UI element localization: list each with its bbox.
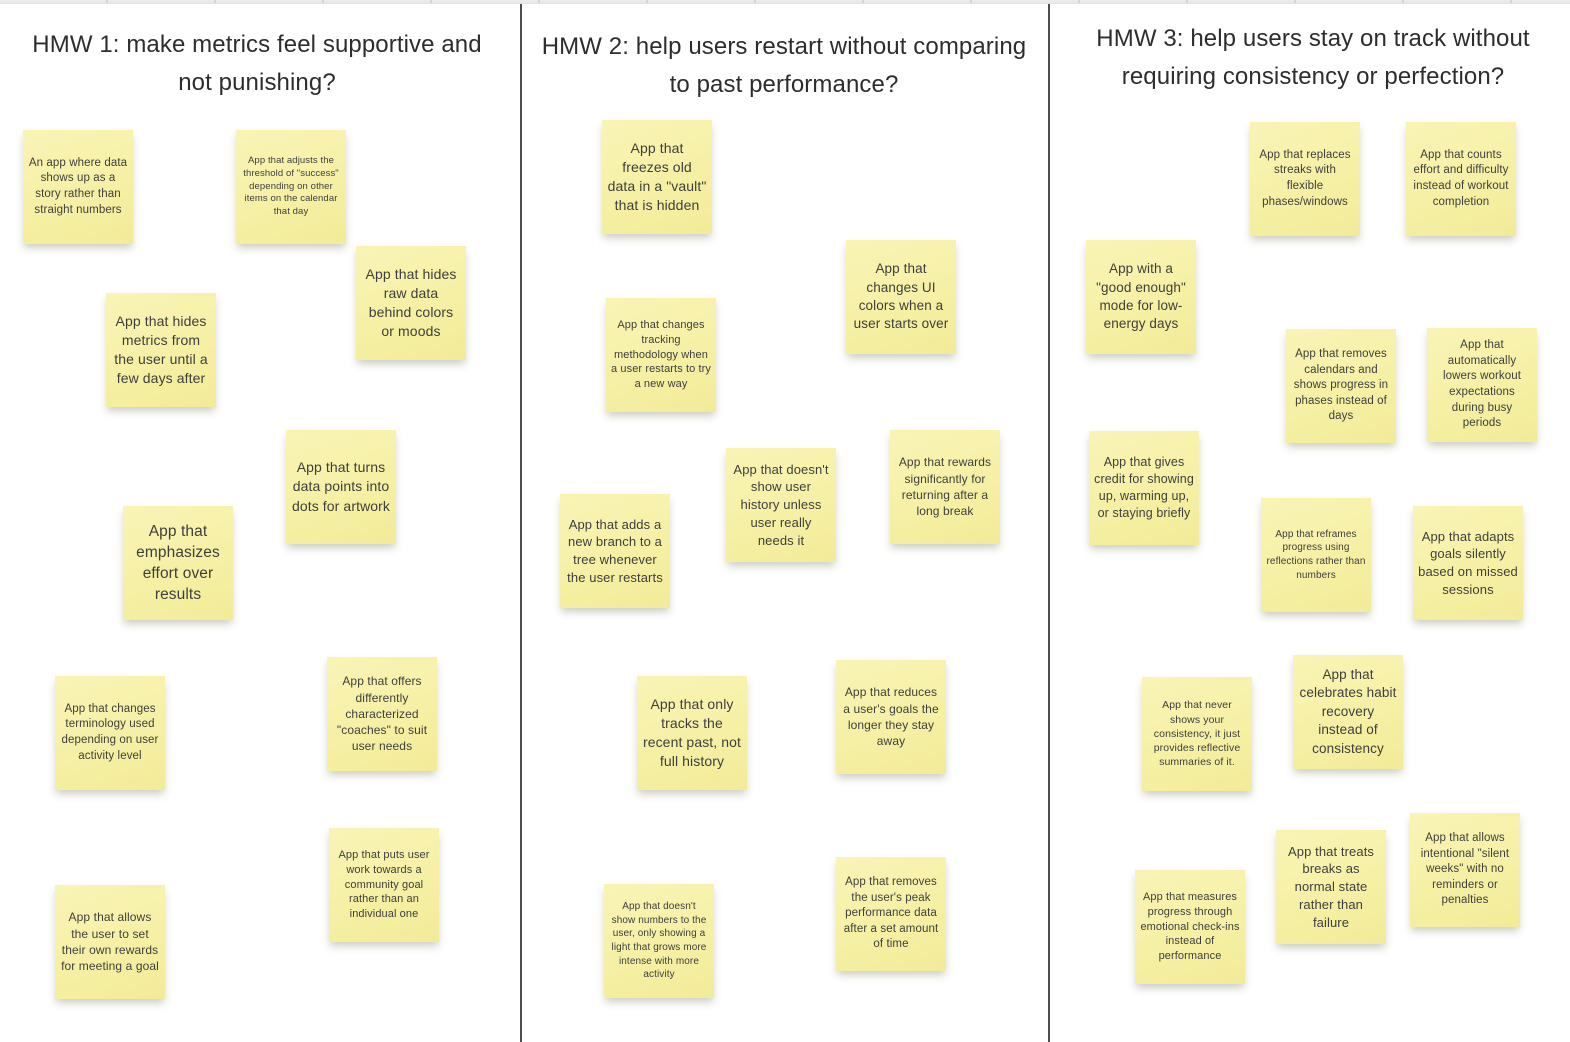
sticky-note-text: App that adds a new branch to a tree whe… bbox=[567, 516, 663, 585]
sticky-note-text: App that replaces streaks with flexible … bbox=[1259, 148, 1351, 208]
sticky-note[interactable]: App with a "good enough" mode for low-en… bbox=[1086, 240, 1196, 354]
sticky-note-text: App that adjusts the threshold of "succe… bbox=[243, 154, 339, 218]
sticky-note[interactable]: App that doesn't show user history unles… bbox=[726, 448, 836, 562]
sticky-note[interactable]: App that freezes old data in a "vault" t… bbox=[602, 120, 712, 234]
column-divider bbox=[1048, 0, 1050, 1042]
sticky-note-text: App that doesn't show numbers to the use… bbox=[611, 901, 707, 981]
hmw3-heading: HMW 3: help users stay on track without … bbox=[1096, 25, 1530, 90]
sticky-note-text: App that removes calendars and shows pro… bbox=[1293, 347, 1389, 423]
sticky-note[interactable]: App that measures progress through emoti… bbox=[1135, 870, 1245, 984]
sticky-note-text: App that freezes old data in a "vault" t… bbox=[607, 139, 707, 214]
hmw2-heading: HMW 2: help users restart without compar… bbox=[541, 33, 1027, 98]
sticky-note[interactable]: App that changes UI colors when a user s… bbox=[846, 240, 956, 354]
sticky-note-text: App that hides metrics from the user unt… bbox=[114, 312, 208, 387]
sticky-note-text: App that counts effort and difficulty in… bbox=[1413, 148, 1509, 208]
sticky-note-text: App that changes UI colors when a user s… bbox=[853, 261, 949, 332]
sticky-note[interactable]: App that changes tracking methodology wh… bbox=[606, 298, 716, 412]
sticky-note[interactable]: App that counts effort and difficulty in… bbox=[1406, 122, 1516, 236]
sticky-note[interactable]: App that only tracks the recent past, no… bbox=[637, 676, 747, 790]
sticky-note[interactable]: An app where data shows up as a story ra… bbox=[23, 130, 133, 244]
sticky-note[interactable]: App that adapts goals silently based on … bbox=[1413, 506, 1523, 620]
sticky-note[interactable]: App that changes terminology used depend… bbox=[55, 676, 165, 790]
sticky-note[interactable]: App that puts user work towards a commun… bbox=[329, 828, 439, 942]
sticky-note-text: App that gives credit for showing up, wa… bbox=[1094, 455, 1194, 520]
sticky-note-text: App with a "good enough" mode for low-en… bbox=[1096, 261, 1186, 332]
sticky-note-text: App that offers differently characterize… bbox=[336, 674, 428, 754]
sticky-note-text: App that celebrates habit recovery inste… bbox=[1299, 667, 1397, 756]
column-divider bbox=[520, 0, 522, 1042]
sticky-note-text: App that never shows your consistency, i… bbox=[1153, 699, 1241, 769]
sticky-note[interactable]: App that doesn't show numbers to the use… bbox=[604, 884, 714, 998]
sticky-note[interactable]: App that removes the user's peak perform… bbox=[836, 857, 946, 971]
sticky-note-text: App that doesn't show user history unles… bbox=[733, 461, 829, 548]
sticky-note-text: App that allows the user to set their ow… bbox=[61, 910, 159, 974]
sticky-note[interactable]: App that turns data points into dots for… bbox=[286, 430, 396, 544]
browser-edge-strip bbox=[0, 0, 1570, 4]
sticky-note[interactable]: App that emphasizes effort over results bbox=[123, 506, 233, 620]
sticky-note-text: App that automatically lowers workout ex… bbox=[1442, 339, 1522, 430]
sticky-note[interactable]: App that treats breaks as normal state r… bbox=[1276, 830, 1386, 944]
sticky-note-text: App that changes tracking methodology wh… bbox=[611, 318, 712, 391]
sticky-note-text: App that adapts goals silently based on … bbox=[1418, 528, 1518, 597]
sticky-note-text: App that turns data points into dots for… bbox=[291, 459, 391, 514]
sticky-note-text: App that hides raw data behind colors or… bbox=[365, 265, 457, 340]
sticky-note[interactable]: App that allows intentional "silent week… bbox=[1410, 813, 1520, 927]
sticky-note[interactable]: App that adds a new branch to a tree whe… bbox=[560, 494, 670, 608]
sticky-note-text: An app where data shows up as a story ra… bbox=[28, 156, 128, 216]
sticky-note-text: App that allows intentional "silent week… bbox=[1420, 831, 1510, 907]
sticky-note[interactable]: App that adjusts the threshold of "succe… bbox=[236, 130, 346, 244]
sticky-note[interactable]: App that removes calendars and shows pro… bbox=[1286, 329, 1396, 443]
sticky-note[interactable]: App that hides metrics from the user unt… bbox=[106, 293, 216, 407]
sticky-note[interactable]: App that replaces streaks with flexible … bbox=[1250, 122, 1360, 236]
sticky-note-text: App that puts user work towards a commun… bbox=[338, 848, 430, 921]
sticky-note[interactable]: App that never shows your consistency, i… bbox=[1142, 677, 1252, 791]
sticky-note-text: App that rewards significantly for retur… bbox=[898, 455, 992, 519]
sticky-note-text: App that removes the user's peak perform… bbox=[843, 875, 939, 951]
sticky-note[interactable]: App that hides raw data behind colors or… bbox=[356, 246, 466, 360]
sticky-note-text: App that reframes progress using reflect… bbox=[1266, 528, 1366, 581]
sticky-note[interactable]: App that celebrates habit recovery inste… bbox=[1293, 655, 1403, 769]
sticky-note-text: App that reduces a user's goals the long… bbox=[843, 685, 939, 749]
sticky-note-text: App that measures progress through emoti… bbox=[1140, 890, 1240, 963]
sticky-note-text: App that emphasizes effort over results bbox=[136, 522, 220, 604]
sticky-note-text: App that treats breaks as normal state r… bbox=[1287, 843, 1375, 930]
sticky-note[interactable]: App that offers differently characterize… bbox=[327, 657, 437, 771]
sticky-note-text: App that changes terminology used depend… bbox=[61, 702, 159, 762]
sticky-note[interactable]: App that allows the user to set their ow… bbox=[55, 885, 165, 999]
sticky-note[interactable]: App that gives credit for showing up, wa… bbox=[1089, 431, 1199, 545]
sticky-note[interactable]: App that reduces a user's goals the long… bbox=[836, 660, 946, 774]
sticky-note-text: App that only tracks the recent past, no… bbox=[642, 695, 742, 770]
sticky-note[interactable]: App that automatically lowers workout ex… bbox=[1427, 328, 1537, 442]
sticky-note[interactable]: App that reframes progress using reflect… bbox=[1261, 498, 1371, 612]
hmw1-heading: HMW 1: make metrics feel supportive and … bbox=[32, 31, 482, 96]
sticky-note[interactable]: App that rewards significantly for retur… bbox=[890, 430, 1000, 544]
